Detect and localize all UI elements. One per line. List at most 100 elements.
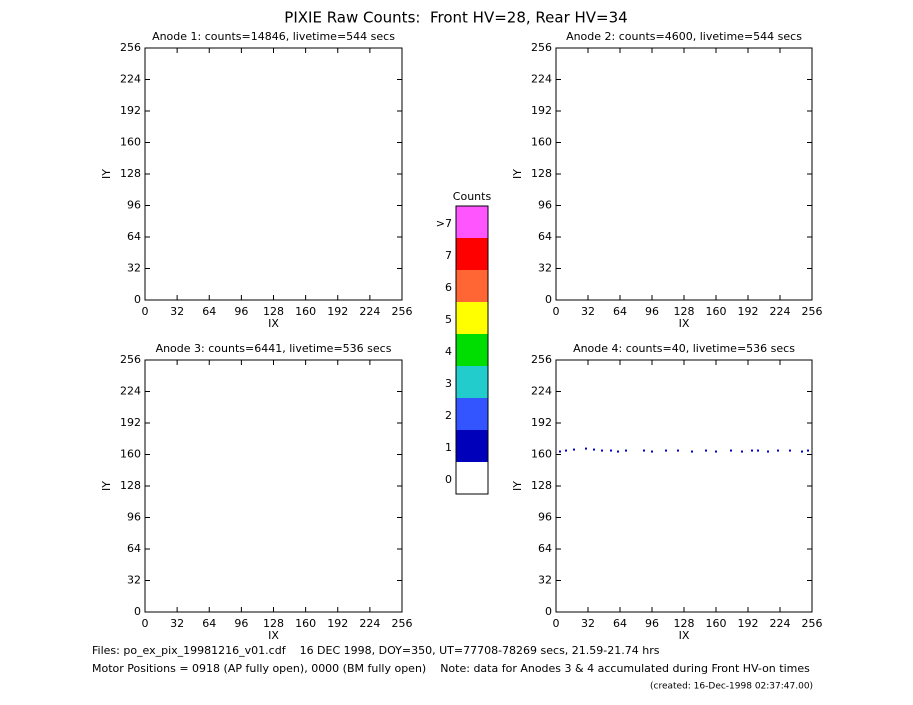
data-point xyxy=(665,449,667,452)
colorbar-swatch xyxy=(456,366,488,398)
x-tick-label: 128 xyxy=(674,617,695,630)
colorbar-swatch xyxy=(456,302,488,334)
data-point xyxy=(625,449,627,452)
data-point xyxy=(565,449,567,452)
x-tick-label: 96 xyxy=(645,305,659,318)
colorbar-label: 0 xyxy=(445,473,452,486)
y-tick-label: 32 xyxy=(538,574,552,587)
data-point xyxy=(651,450,653,453)
y-tick-label: 224 xyxy=(120,385,141,398)
x-tick-label: 32 xyxy=(170,305,184,318)
x-tick-label: 64 xyxy=(613,305,627,318)
colorbar-swatch xyxy=(456,206,488,238)
x-tick-label: 0 xyxy=(553,617,560,630)
y-axis-label: IY xyxy=(100,169,113,179)
data-point xyxy=(741,450,743,453)
y-tick-label: 160 xyxy=(531,448,552,461)
data-point xyxy=(715,450,717,453)
y-tick-label: 0 xyxy=(545,605,552,618)
x-tick-label: 32 xyxy=(170,617,184,630)
y-tick-label: 128 xyxy=(531,167,552,180)
y-tick-label: 128 xyxy=(531,479,552,492)
panel-title: Anode 1: counts=14846, livetime=544 secs xyxy=(152,30,395,43)
data-point xyxy=(751,449,753,452)
x-tick-label: 0 xyxy=(553,305,560,318)
x-tick-label: 96 xyxy=(234,617,248,630)
x-tick-label: 96 xyxy=(645,617,659,630)
y-tick-label: 96 xyxy=(127,511,141,524)
x-tick-label: 64 xyxy=(202,305,216,318)
colorbar-label: 2 xyxy=(445,409,452,422)
y-tick-label: 32 xyxy=(127,262,141,275)
colorbar-swatch xyxy=(456,398,488,430)
plot-frame xyxy=(555,359,813,613)
colorbar-label: 7 xyxy=(445,249,452,262)
y-tick-label: 64 xyxy=(127,230,141,243)
y-tick-label: 0 xyxy=(134,293,141,306)
y-tick-label: 192 xyxy=(531,416,552,429)
footer-motor: Motor Positions = 0918 (AP fully open), … xyxy=(92,662,810,675)
footer-files: Files: po_ex_pix_19981216_v01.cdf 16 DEC… xyxy=(92,644,660,657)
y-tick-label: 160 xyxy=(120,448,141,461)
data-point xyxy=(585,447,587,450)
data-point xyxy=(801,450,803,453)
data-point xyxy=(705,449,707,452)
x-tick-label: 0 xyxy=(142,305,149,318)
data-point xyxy=(643,449,645,452)
data-point xyxy=(617,450,619,453)
data-point xyxy=(807,449,809,452)
y-tick-label: 192 xyxy=(120,416,141,429)
colorbar-swatch xyxy=(456,430,488,462)
x-tick-label: 192 xyxy=(738,617,759,630)
y-tick-label: 160 xyxy=(120,136,141,149)
colorbar-label: 5 xyxy=(445,313,452,326)
y-axis-label: IY xyxy=(511,481,524,491)
plot-frame xyxy=(555,47,813,301)
y-tick-label: 256 xyxy=(531,41,552,54)
y-tick-label: 64 xyxy=(538,542,552,555)
y-tick-label: 160 xyxy=(531,136,552,149)
y-tick-label: 256 xyxy=(120,353,141,366)
x-tick-label: 192 xyxy=(327,617,348,630)
data-point xyxy=(730,449,732,452)
y-tick-label: 192 xyxy=(120,104,141,117)
x-tick-label: 64 xyxy=(202,617,216,630)
x-tick-label: 128 xyxy=(263,305,284,318)
y-tick-label: 64 xyxy=(127,542,141,555)
panel-title: Anode 3: counts=6441, livetime=536 secs xyxy=(156,342,392,355)
x-tick-label: 128 xyxy=(263,617,284,630)
x-tick-label: 160 xyxy=(295,617,316,630)
x-tick-label: 160 xyxy=(706,617,727,630)
colorbar-swatch xyxy=(456,334,488,366)
y-tick-label: 224 xyxy=(531,73,552,86)
x-tick-label: 160 xyxy=(706,305,727,318)
x-tick-label: 32 xyxy=(581,305,595,318)
x-tick-label: 192 xyxy=(327,305,348,318)
colorbar-title: Counts xyxy=(453,190,492,203)
data-point xyxy=(601,449,603,452)
colorbar-label: 1 xyxy=(445,441,452,454)
y-tick-label: 256 xyxy=(531,353,552,366)
data-point xyxy=(559,450,561,453)
x-axis-label: IX xyxy=(679,317,690,330)
data-point xyxy=(691,450,693,453)
colorbar-swatch xyxy=(456,270,488,302)
y-tick-label: 32 xyxy=(538,262,552,275)
colorbar-swatch xyxy=(456,462,488,494)
x-tick-label: 0 xyxy=(142,617,149,630)
x-tick-label: 160 xyxy=(295,305,316,318)
y-tick-label: 192 xyxy=(531,104,552,117)
x-axis-label: IX xyxy=(268,629,279,642)
y-tick-label: 224 xyxy=(120,73,141,86)
y-tick-label: 128 xyxy=(120,167,141,180)
x-tick-label: 256 xyxy=(802,305,823,318)
x-tick-label: 64 xyxy=(613,617,627,630)
colorbar-label: 3 xyxy=(445,377,452,390)
colorbar-label: >7 xyxy=(436,217,452,230)
data-point xyxy=(757,449,759,452)
y-axis-label: IY xyxy=(100,481,113,491)
plot-frame xyxy=(144,47,403,301)
x-axis-label: IX xyxy=(268,317,279,330)
x-tick-label: 256 xyxy=(392,305,413,318)
x-tick-label: 32 xyxy=(581,617,595,630)
